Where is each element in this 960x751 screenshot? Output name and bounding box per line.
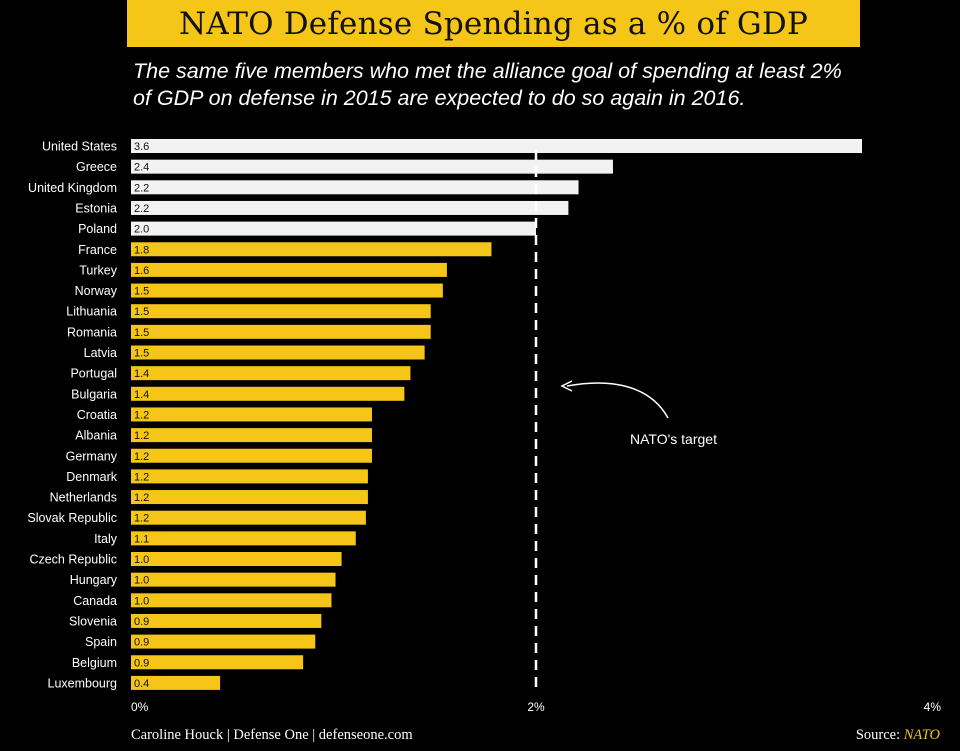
bar-italy (131, 531, 356, 546)
category-label: Germany (66, 449, 118, 463)
bar-romania (131, 324, 431, 339)
category-label: United States (42, 140, 117, 154)
category-label: Czech Republic (29, 553, 117, 567)
bar-lithuania (131, 304, 431, 319)
category-label: Denmark (66, 470, 117, 484)
value-label: 0.9 (134, 637, 149, 649)
value-label: 2.0 (134, 224, 149, 236)
category-label: France (78, 243, 117, 257)
bar-greece (131, 159, 613, 174)
value-label: 1.5 (134, 286, 149, 298)
value-label: 2.4 (134, 162, 149, 174)
category-label: Luxembourg (48, 676, 118, 690)
value-label: 1.5 (134, 327, 149, 339)
category-label: Poland (78, 222, 117, 236)
source-prefix: Source: (855, 727, 904, 743)
bar-croatia (131, 407, 372, 422)
value-label: 1.2 (134, 451, 149, 463)
bar-norway (131, 283, 443, 298)
category-label: Italy (94, 532, 118, 546)
x-tick-label: 2% (527, 700, 545, 714)
bar-hungary (131, 572, 336, 587)
category-label: Slovak Republic (27, 511, 117, 525)
value-label: 0.4 (134, 678, 149, 690)
bar-netherlands (131, 490, 368, 505)
category-label: Norway (75, 284, 118, 298)
category-label: Estonia (75, 201, 117, 215)
source-line: Source: NATO (856, 727, 940, 744)
value-label: 0.9 (134, 616, 149, 628)
bar-luxembourg (131, 675, 221, 690)
value-label: 1.4 (134, 389, 149, 401)
bar-czech-republic (131, 552, 342, 566)
bar-poland (131, 221, 536, 236)
annotation-arrow (566, 382, 669, 419)
category-label: United Kingdom (28, 181, 117, 195)
category-label: Turkey (79, 263, 117, 277)
value-label: 1.2 (134, 430, 149, 442)
value-label: 2.2 (134, 203, 149, 215)
x-tick-label: 0% (131, 700, 149, 714)
source-name: NATO (903, 727, 940, 743)
bar-estonia (131, 200, 569, 215)
bar-spain (131, 634, 316, 649)
category-label: Albania (75, 429, 117, 443)
chart-title: NATO Defense Spending as a % of GDP (178, 5, 809, 42)
value-label: 1.5 (134, 306, 149, 318)
bar-belgium (131, 655, 304, 670)
value-label: 1.0 (134, 554, 149, 566)
target-annotation: NATO's target (630, 431, 717, 447)
annotation-arrowhead (560, 380, 573, 392)
chart-subtitle: The same five members who met the allian… (133, 59, 842, 110)
bar-slovenia (131, 613, 322, 628)
category-label: Romania (67, 325, 117, 339)
x-tick-label: 4% (924, 700, 942, 714)
bar-bulgaria (131, 386, 405, 401)
value-label: 1.5 (134, 348, 149, 360)
category-label: Bulgaria (71, 387, 117, 401)
category-label: Portugal (70, 367, 117, 381)
value-label: 1.2 (134, 409, 149, 421)
value-label: 1.1 (134, 533, 149, 545)
value-label: 1.0 (134, 595, 149, 607)
bar-turkey (131, 262, 447, 277)
value-label: 1.6 (134, 265, 149, 277)
category-label: Croatia (77, 408, 117, 422)
title-banner: NATO Defense Spending as a % of GDP (127, 0, 860, 47)
bar-albania (131, 428, 372, 443)
bar-united-kingdom (131, 180, 579, 195)
category-label: Lithuania (66, 305, 117, 319)
bar-denmark (131, 469, 368, 484)
value-label: 1.2 (134, 492, 149, 504)
bar-united-states (131, 139, 863, 153)
category-label: Latvia (84, 346, 117, 360)
value-label: 1.0 (134, 575, 149, 587)
value-label: 1.2 (134, 471, 149, 483)
value-label: 3.6 (134, 141, 149, 153)
bar-latvia (131, 345, 425, 360)
value-label: 0.9 (134, 657, 149, 669)
category-label: Spain (85, 635, 117, 649)
value-label: 1.8 (134, 244, 149, 256)
bar-portugal (131, 366, 411, 381)
bar-canada (131, 593, 332, 608)
category-label: Netherlands (50, 491, 117, 505)
value-label: 1.4 (134, 368, 149, 380)
value-label: 1.2 (134, 513, 149, 525)
category-label: Greece (76, 160, 117, 174)
bar-france (131, 242, 492, 257)
category-label: Hungary (70, 573, 118, 587)
category-label: Slovenia (69, 614, 117, 628)
credit-line: Caroline Houck | Defense One | defenseon… (131, 727, 413, 743)
category-label: Belgium (72, 656, 117, 670)
bar-slovak-republic (131, 510, 366, 525)
bar-germany (131, 448, 372, 463)
category-label: Canada (73, 594, 117, 608)
value-label: 2.2 (134, 182, 149, 194)
